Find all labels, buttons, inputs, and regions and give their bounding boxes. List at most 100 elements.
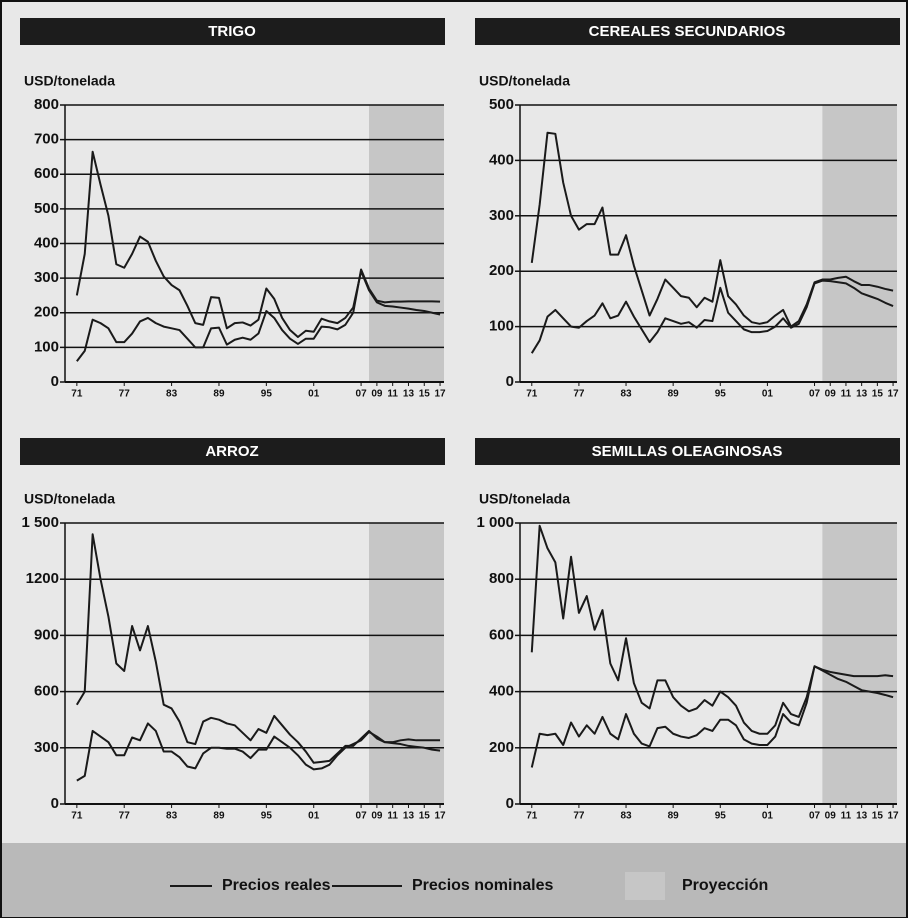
x-tick-label: 89: [213, 811, 225, 822]
series-line: [530, 665, 894, 768]
x-tick-label: 13: [856, 389, 868, 400]
y-tick-label: 900: [34, 626, 59, 643]
legend-label: Proyección: [682, 877, 768, 894]
x-tick-label: 09: [371, 811, 383, 822]
x-tick-label: 11: [841, 389, 852, 400]
x-tick-label: 07: [809, 389, 821, 400]
x-tick-label: 11: [387, 389, 398, 400]
legend-label: Precios reales: [222, 877, 331, 894]
y-tick-label: 100: [34, 338, 59, 355]
series-line: [76, 268, 441, 362]
y-tick-label: 800: [34, 96, 59, 113]
x-tick-label: 07: [809, 811, 821, 822]
x-tick-label: 95: [715, 389, 727, 400]
x-tick-label: 95: [715, 811, 727, 822]
series-line: [530, 131, 894, 328]
y-tick-label: 100: [489, 318, 514, 335]
series-line: [76, 722, 441, 782]
x-tick-label: 71: [526, 811, 538, 822]
title-bar: [20, 438, 445, 465]
x-tick-label: 09: [825, 811, 837, 822]
x-tick-label: 71: [71, 811, 83, 822]
title-bar: [20, 18, 445, 45]
y-tick-label: 600: [34, 683, 59, 700]
x-tick-label: 15: [419, 389, 431, 400]
x-tick-label: 71: [71, 389, 83, 400]
y-tick-label: 700: [34, 131, 59, 148]
series-line: [530, 279, 894, 354]
chart-title: TRIGO: [208, 23, 256, 40]
x-tick-label: 83: [620, 811, 632, 822]
y-tick-label: 300: [34, 739, 59, 756]
x-tick-label: 15: [872, 389, 884, 400]
x-tick-label: 07: [356, 389, 368, 400]
x-tick-label: 77: [119, 389, 131, 400]
x-tick-label: 89: [213, 389, 225, 400]
y-tick-label: 500: [489, 96, 514, 113]
series-line: [75, 533, 441, 764]
projection-area: [822, 105, 897, 382]
y-axis-label: USD/tonelada: [479, 491, 570, 507]
y-tick-label: 0: [506, 373, 514, 390]
legend-band: [2, 843, 906, 917]
y-tick-label: 400: [34, 234, 59, 251]
x-tick-label: 15: [419, 811, 431, 822]
x-tick-label: 95: [261, 811, 273, 822]
y-axis-label: USD/tonelada: [479, 73, 570, 89]
y-tick-label: 200: [34, 304, 59, 321]
title-bar: [475, 18, 900, 45]
x-tick-label: 13: [403, 389, 415, 400]
chart-title: SEMILLAS OLEAGINOSAS: [592, 443, 783, 460]
x-tick-label: 77: [573, 811, 585, 822]
x-tick-label: 83: [166, 811, 178, 822]
y-tick-label: 200: [489, 262, 514, 279]
x-tick-label: 83: [166, 389, 178, 400]
x-tick-label: 77: [119, 811, 131, 822]
x-tick-label: 89: [668, 811, 680, 822]
legend-label: Precios nominales: [412, 877, 553, 894]
x-tick-label: 17: [888, 389, 900, 400]
title-bar: [475, 438, 900, 465]
x-tick-label: 83: [620, 389, 632, 400]
x-tick-label: 89: [668, 389, 680, 400]
projection-area: [822, 523, 897, 804]
y-tick-label: 600: [489, 626, 514, 643]
y-tick-label: 300: [489, 207, 514, 224]
y-tick-label: 0: [506, 795, 514, 812]
y-tick-label: 400: [489, 683, 514, 700]
x-tick-label: 11: [841, 811, 852, 822]
projection-area: [368, 523, 444, 804]
x-tick-label: 01: [308, 389, 320, 400]
y-tick-label: 1 000: [476, 514, 514, 531]
x-tick-label: 09: [825, 389, 837, 400]
x-tick-label: 13: [403, 811, 415, 822]
x-tick-label: 01: [762, 811, 774, 822]
x-tick-label: 09: [371, 389, 383, 400]
y-tick-label: 400: [489, 151, 514, 168]
chart-title: ARROZ: [205, 443, 258, 460]
x-tick-label: 11: [387, 811, 398, 822]
y-tick-label: 800: [489, 570, 514, 587]
x-tick-label: 13: [856, 811, 868, 822]
y-tick-label: 0: [51, 373, 59, 390]
legend-swatch: [625, 872, 665, 900]
x-tick-label: 01: [762, 389, 774, 400]
x-tick-label: 17: [888, 811, 900, 822]
series-line: [75, 150, 441, 338]
y-axis-label: USD/tonelada: [24, 491, 115, 507]
y-tick-label: 0: [51, 795, 59, 812]
y-tick-label: 200: [489, 739, 514, 756]
y-tick-label: 300: [34, 269, 59, 286]
y-axis-label: USD/tonelada: [24, 73, 115, 89]
chart-title: CEREALES SECUNDARIOS: [589, 23, 786, 40]
x-tick-label: 77: [573, 389, 585, 400]
x-tick-label: 07: [356, 811, 368, 822]
x-tick-label: 01: [308, 811, 320, 822]
y-tick-label: 600: [34, 165, 59, 182]
x-tick-label: 17: [434, 389, 446, 400]
x-tick-label: 17: [434, 811, 446, 822]
x-tick-label: 71: [526, 389, 538, 400]
y-tick-label: 500: [34, 200, 59, 217]
y-tick-label: 1 500: [21, 514, 59, 531]
